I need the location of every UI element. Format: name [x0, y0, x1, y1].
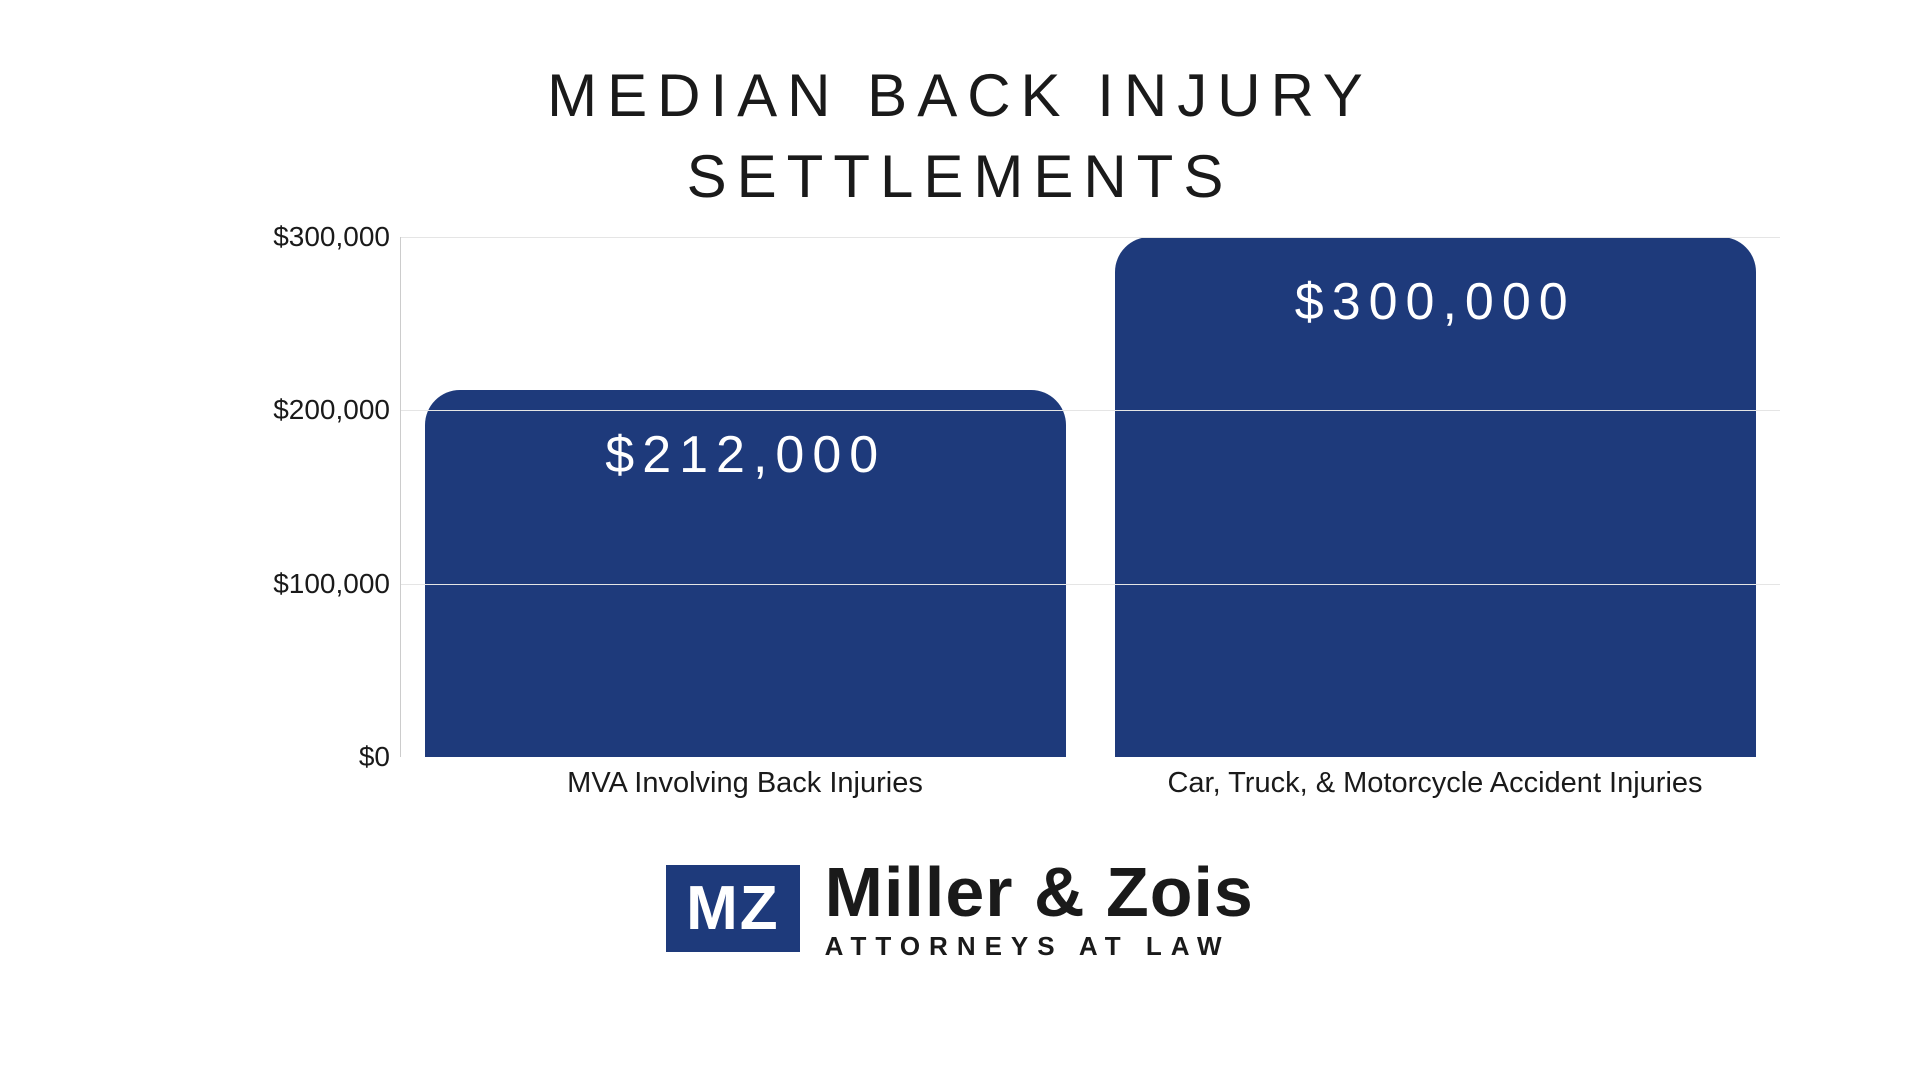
logo-sub-text: ATTORNEYS AT LAW	[825, 933, 1254, 959]
x-axis-label: Car, Truck, & Motorcycle Accident Injuri…	[1090, 767, 1780, 800]
logo-badge: MZ	[666, 865, 800, 952]
gridline	[401, 237, 1780, 238]
x-axis-label: MVA Involving Back Injuries	[400, 767, 1090, 800]
gridline	[401, 584, 1780, 585]
chart-title-line2: SETTLEMENTS	[687, 143, 1234, 210]
chart-container: $212,000 $300,000 MVA Involving Back Inju…	[120, 227, 1800, 797]
bar-slot: $212,000	[401, 237, 1091, 757]
y-tick-label: $300,000	[130, 221, 390, 253]
y-tick-label: $0	[130, 741, 390, 773]
y-tick-label: $200,000	[130, 394, 390, 426]
bar: $300,000	[1115, 237, 1756, 757]
bar-slot: $300,000	[1091, 237, 1781, 757]
gridline	[401, 410, 1780, 411]
logo-main-text: Miller & Zois	[825, 857, 1254, 927]
bar: $212,000	[425, 390, 1066, 757]
x-axis-labels: MVA Involving Back InjuriesCar, Truck, &…	[400, 767, 1780, 800]
logo-text-block: Miller & Zois ATTORNEYS AT LAW	[825, 857, 1254, 959]
brand-logo: MZ Miller & Zois ATTORNEYS AT LAW	[666, 857, 1254, 959]
y-tick-label: $100,000	[130, 568, 390, 600]
bar-value-label: $212,000	[605, 425, 886, 485]
chart-title-line1: MEDIAN BACK INJURY	[547, 62, 1373, 129]
chart-title: MEDIAN BACK INJURY SETTLEMENTS	[547, 55, 1373, 217]
plot-area: $212,000 $300,000	[400, 237, 1780, 757]
bars-container: $212,000 $300,000	[401, 237, 1780, 757]
bar-value-label: $300,000	[1295, 272, 1576, 332]
